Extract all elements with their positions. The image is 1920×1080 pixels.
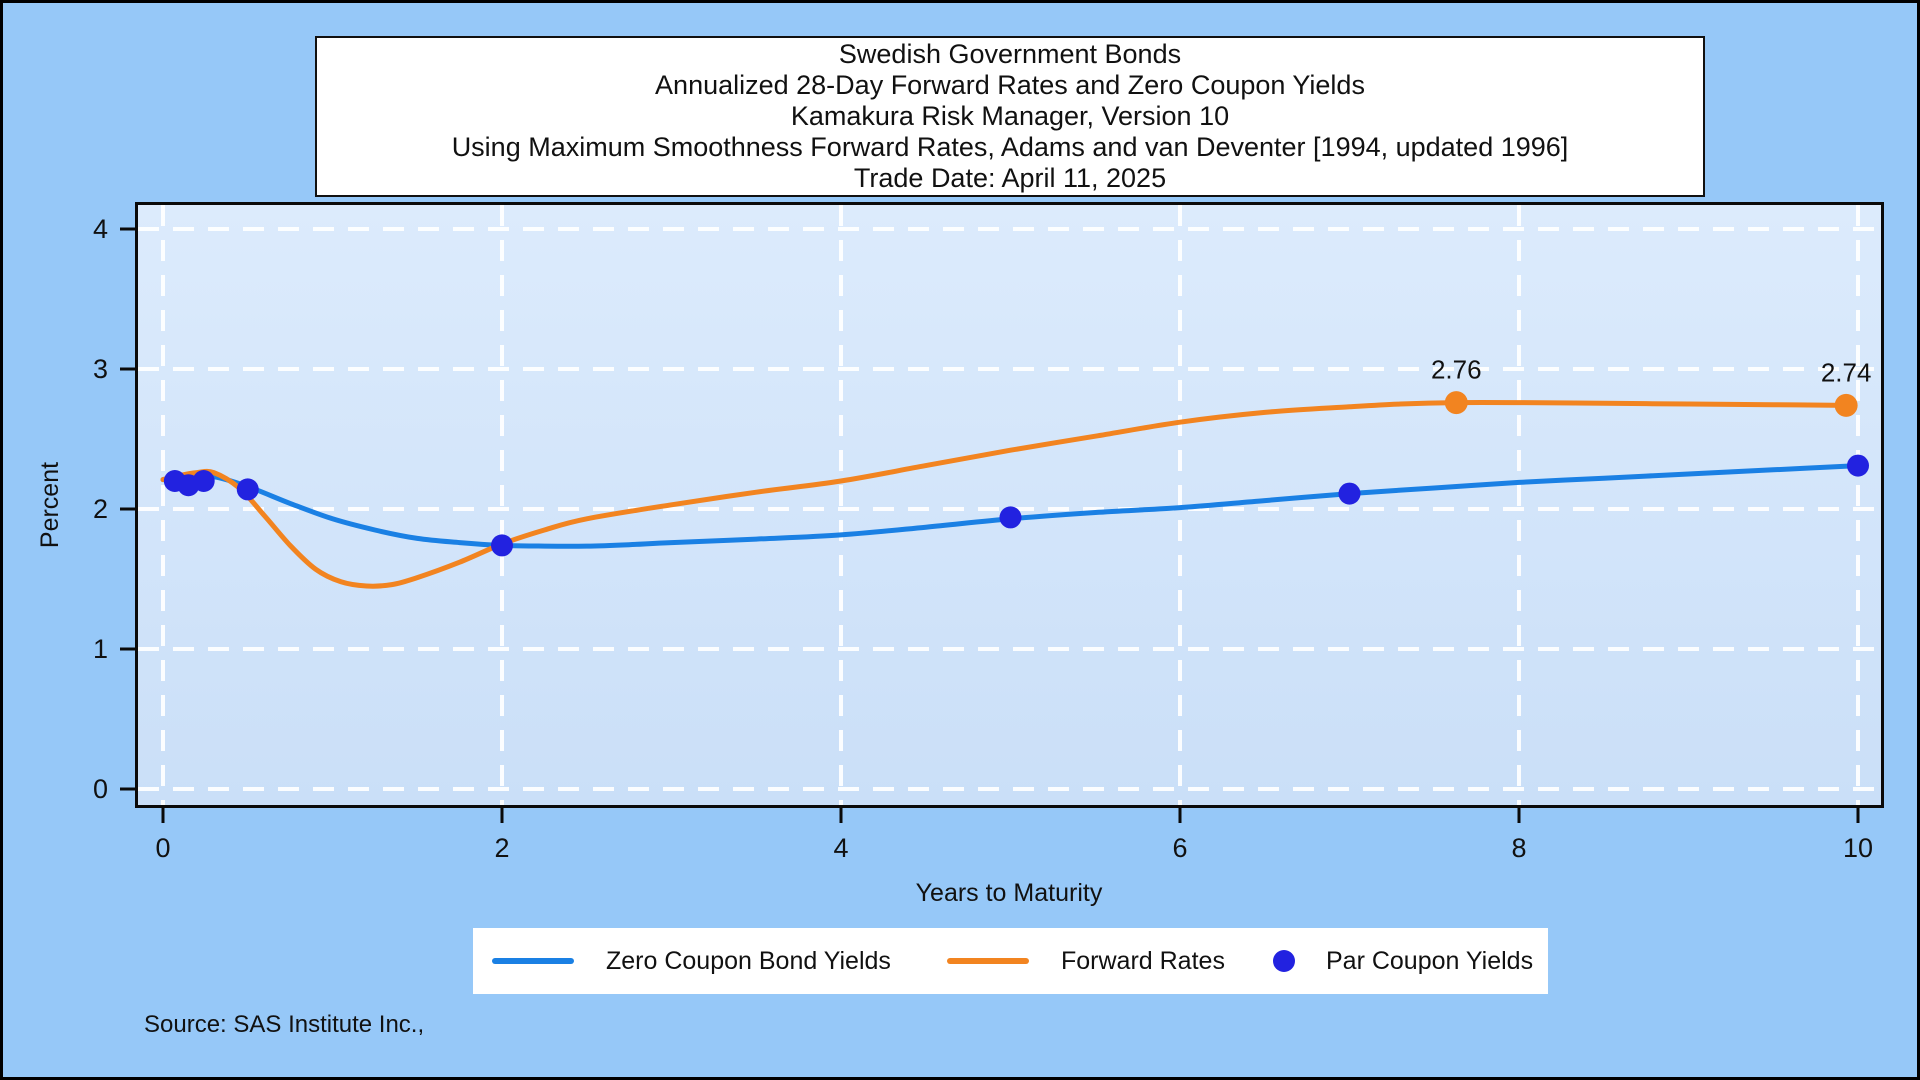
x-tick-label: 2 [494,833,509,863]
data-point-par-coupon-yields [1338,482,1361,505]
legend: Zero Coupon Bond Yields Forward Rates Pa… [473,928,1548,994]
x-tick-label: 4 [833,833,848,863]
y-axis-title: Percent [36,461,64,549]
legend-label-forward-rates: Forward Rates [1061,946,1225,975]
annotated-point [1834,393,1858,417]
title-line-4: Using Maximum Smoothness Forward Rates, … [451,132,1569,162]
y-tick-label: 4 [93,214,108,244]
plot-area: 0 2 4 6 8 10 0 1 2 3 4 2.76 2.74 [93,202,1884,863]
annotated-point [1444,391,1468,415]
data-point-par-coupon-yields [236,478,259,501]
title-line-2: Annualized 28-Day Forward Rates and Zero… [655,70,1365,100]
data-point-value-label: 2.74 [1821,357,1872,387]
y-tick-label: 3 [93,354,108,384]
y-tick-label: 0 [93,774,108,804]
legend-item-zero-coupon-bond-yields: Zero Coupon Bond Yields [492,928,891,994]
x-tick-label: 6 [1172,833,1187,863]
legend-dot-sample-par-coupon-icon [1273,950,1295,972]
series-line-zero-coupon-bond-yields [160,463,1861,549]
x-tick-label: 8 [1511,833,1526,863]
legend-label-par-coupon: Par Coupon Yields [1326,946,1534,975]
x-tick-label: 10 [1843,833,1873,863]
y-tick-label: 1 [93,634,108,664]
y-tick-label: 2 [93,494,108,524]
gridlines [138,205,1881,805]
series-points-par-coupon-yields [163,454,1869,557]
data-point-par-coupon-yields [1847,454,1869,477]
data-point-value-label: 2.76 [1431,355,1482,385]
tick-labels: 0 2 4 6 8 10 0 1 2 3 4 [93,214,1873,863]
axis-ticks [120,227,1860,823]
source-note: Source: SAS Institute Inc., [144,1011,425,1038]
legend-label-zero-coupon: Zero Coupon Bond Yields [606,946,891,975]
legend-item-par-coupon-yields: Par Coupon Yields [1273,928,1533,994]
data-point-par-coupon-yields [192,470,215,492]
chart-title-box: Swedish Government Bonds Annualized 28-D… [315,36,1705,197]
legend-line-sample-forward-rates-icon [947,958,1029,964]
title-line-3: Kamakura Risk Manager, Version 10 [790,101,1230,131]
data-point-par-coupon-yields [491,534,513,557]
plot-svg: 0 2 4 6 8 10 0 1 2 3 4 2.76 2.74 [93,205,1881,863]
legend-item-forward-rates: Forward Rates [947,928,1225,994]
x-axis-title: Years to Maturity [915,879,1103,907]
title-line-1: Swedish Government Bonds [838,39,1182,69]
data-point-par-coupon-yields [999,506,1022,529]
title-line-5: Trade Date: April 11, 2025 [853,163,1167,193]
series-line-forward-rates [160,399,1849,589]
legend-line-sample-zero-coupon-icon [492,958,574,964]
x-tick-label: 0 [155,833,170,863]
